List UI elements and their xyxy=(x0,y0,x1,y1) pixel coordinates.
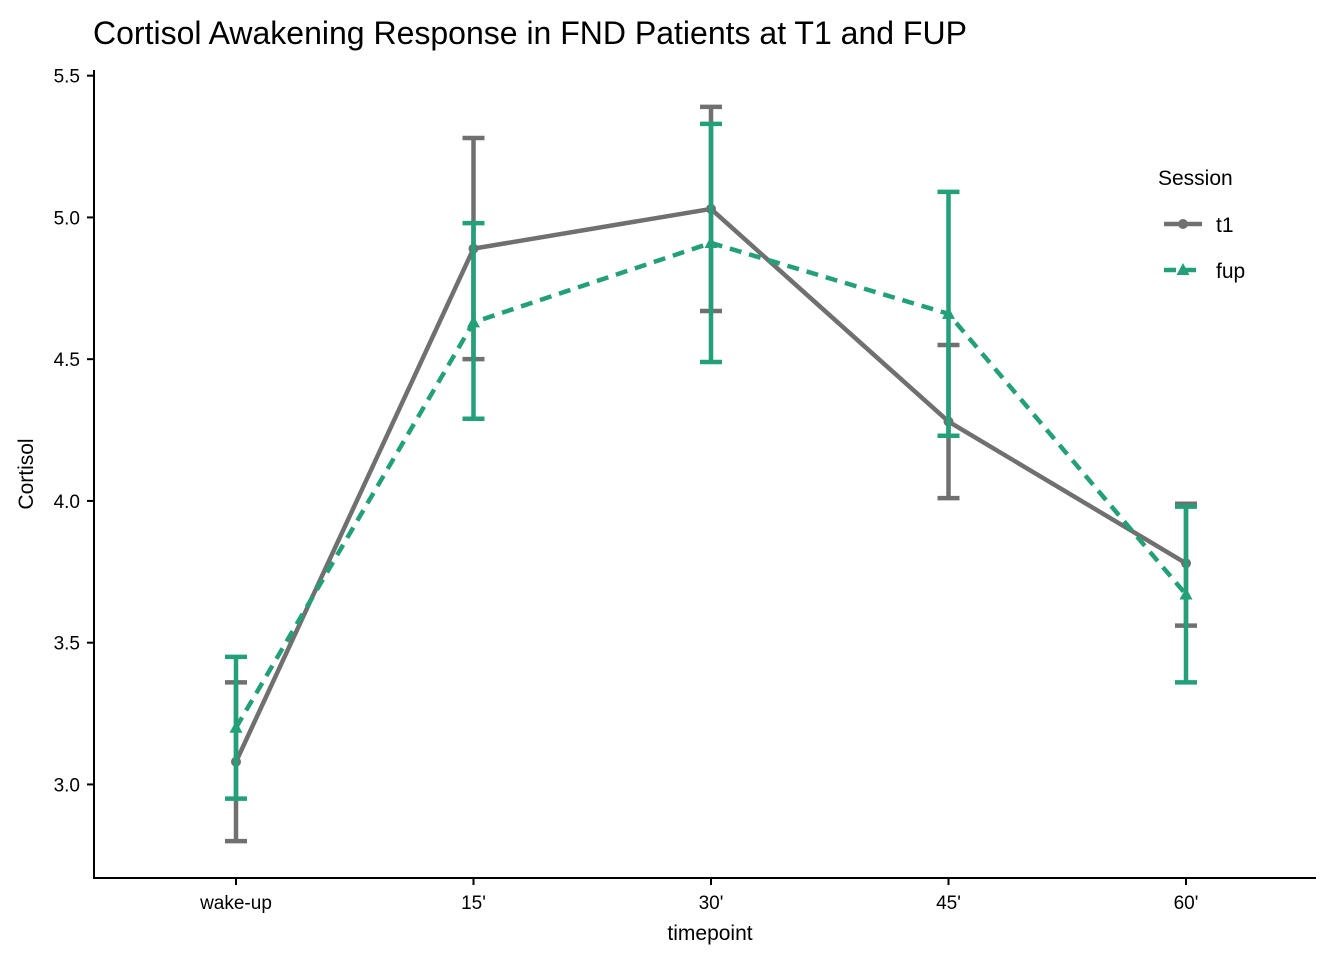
legend-label: t1 xyxy=(1216,214,1234,237)
x-axis-title: timepoint xyxy=(667,922,752,945)
x-tick-label: 30' xyxy=(699,893,724,914)
y-tick-label: 4.0 xyxy=(54,492,80,513)
legend-title: Session xyxy=(1158,167,1233,190)
y-axis-title: Cortisol xyxy=(15,438,38,509)
data-point xyxy=(229,720,243,733)
data-point xyxy=(1179,587,1193,600)
data-point xyxy=(942,306,955,319)
legend-items: t1 fup xyxy=(1164,214,1245,283)
series-fup xyxy=(225,121,1197,801)
x-tick-label: wake-up xyxy=(199,893,272,914)
x-tick-label: 15' xyxy=(461,893,486,914)
data-point xyxy=(704,235,718,248)
data-point xyxy=(467,315,480,328)
y-tick-label: 3.0 xyxy=(54,775,80,796)
x-tick-label: 45' xyxy=(936,893,961,914)
x-tick-label: 60' xyxy=(1174,893,1199,914)
x-ticks: wake-up 15' 30' 45' 60' xyxy=(199,878,1198,914)
legend-label: fup xyxy=(1216,260,1245,283)
legend: Session t1 fup xyxy=(1158,167,1245,283)
chart-title: Cortisol Awakening Response in FND Patie… xyxy=(93,15,967,51)
y-tick-label: 5.5 xyxy=(54,67,80,88)
legend-key-marker xyxy=(1178,219,1188,229)
y-tick-label: 4.5 xyxy=(54,350,80,371)
legend-item-t1: t1 xyxy=(1164,214,1234,237)
legend-item-fup: fup xyxy=(1164,260,1245,283)
legend-key-marker xyxy=(1176,263,1190,275)
y-tick-label: 5.0 xyxy=(54,208,80,229)
y-ticks: 3.0 3.5 4.0 4.5 5.0 5.5 xyxy=(54,67,94,796)
axes xyxy=(93,70,1316,879)
y-tick-label: 3.5 xyxy=(54,634,80,655)
series-layer xyxy=(225,104,1197,844)
